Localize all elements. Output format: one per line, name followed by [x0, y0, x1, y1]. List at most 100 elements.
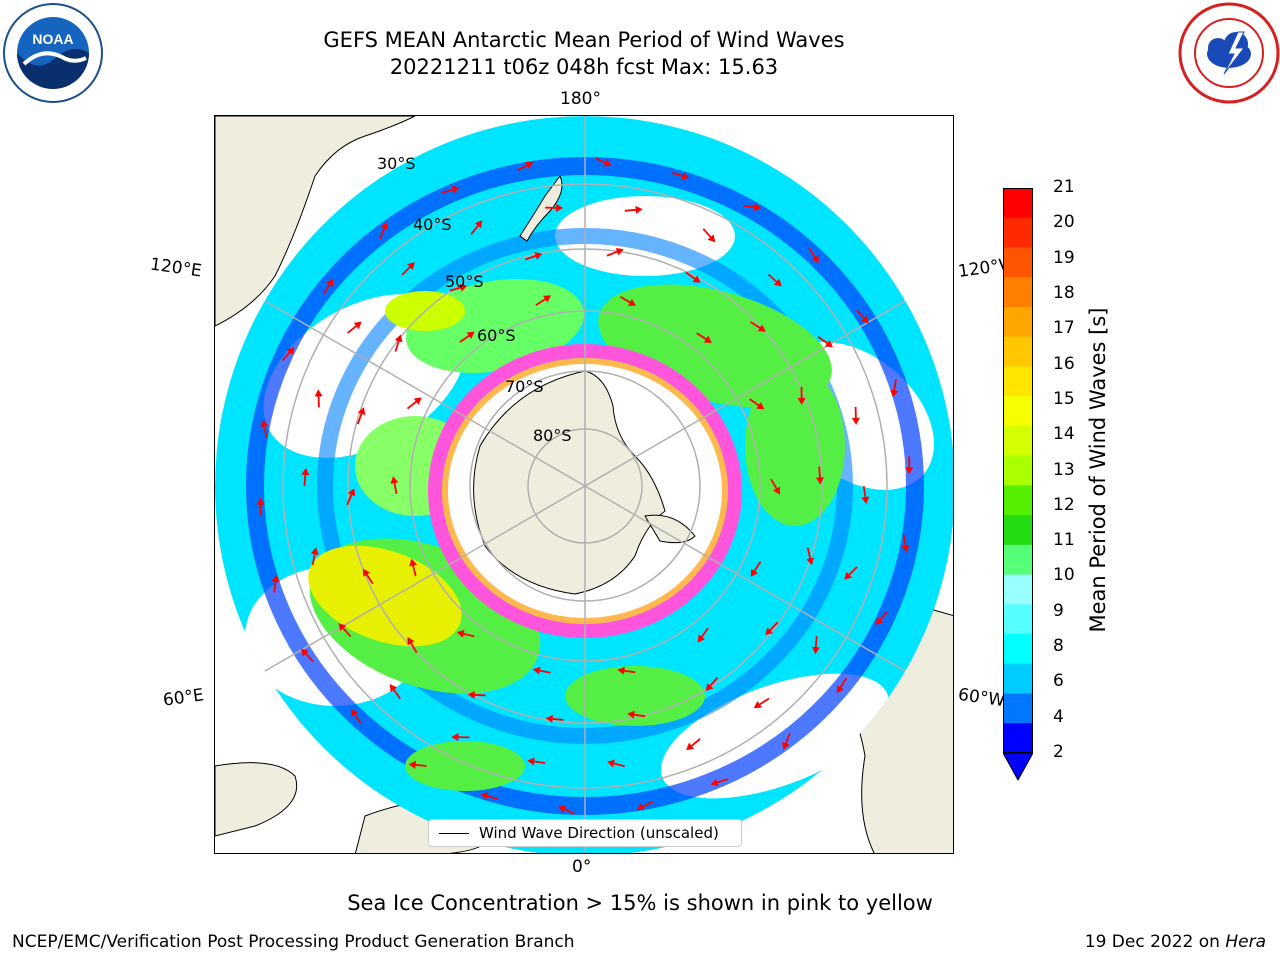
wave-direction-arrow	[406, 397, 422, 410]
wave-direction-arrow	[619, 296, 636, 306]
colorbar-tick-label: 18	[1053, 282, 1075, 303]
wave-direction-arrow	[770, 478, 780, 495]
wave-direction-arrow	[545, 203, 564, 212]
wave-direction-arrow	[301, 467, 310, 486]
wave-direction-arrow	[532, 666, 551, 675]
wave-direction-arrow	[480, 792, 499, 800]
footer-date-text: 19 Dec 2022 on	[1084, 932, 1226, 952]
colorbar-tick-label: 10	[1053, 565, 1075, 586]
africa-land	[215, 762, 297, 837]
polar-map: 30°S 40°S 50°S 60°S 70°S 80°S Wind Wave …	[214, 115, 954, 854]
footer-host: Hera	[1225, 932, 1266, 952]
wave-direction-arrow	[905, 456, 914, 475]
colorbar-segment	[1003, 336, 1033, 367]
legend-line-swatch	[439, 832, 469, 834]
wave-direction-arrow	[459, 331, 475, 343]
wave-direction-arrow	[890, 379, 899, 398]
wave-direction-arrow	[346, 488, 356, 506]
colorbar-tick-label: 16	[1053, 353, 1075, 374]
wave-direction-arrow	[338, 623, 352, 638]
colorbar-segment	[1003, 663, 1033, 695]
chart-title: GEFS MEAN Antarctic Mean Period of Wind …	[323, 28, 845, 52]
wave-direction-arrow	[901, 534, 910, 553]
wave-direction-arrow	[844, 566, 858, 580]
wave-direction-arrow	[456, 629, 475, 638]
wave-direction-arrow	[409, 558, 417, 577]
lat-label-60s: 60°S	[477, 326, 516, 345]
new-zealand-land	[519, 175, 563, 242]
lon-label-180: 180°	[560, 89, 601, 109]
colorbar-tick-label: 6	[1053, 671, 1064, 692]
wave-direction-arrow	[301, 648, 314, 663]
wave-direction-arrow	[765, 621, 779, 636]
wave-direction-arrow	[470, 220, 483, 235]
wave-direction-arrow	[806, 547, 815, 566]
wave-direction-arrow	[281, 346, 295, 362]
lat-label-50s: 50°S	[445, 272, 484, 291]
wave-direction-arrow	[451, 733, 470, 742]
colorbar-extend-arrow	[1003, 752, 1033, 782]
wave-direction-arrow	[535, 295, 552, 306]
colorbar-tick-label: 21	[1053, 177, 1075, 197]
colorbar-segment	[1003, 574, 1033, 605]
wave-direction-arrow	[685, 271, 701, 283]
wave-direction-arrow	[624, 205, 643, 214]
wave-direction-arrow	[356, 407, 366, 425]
sea-ice-note: Sea Ice Concentration > 15% is shown in …	[347, 891, 933, 915]
wave-direction-arrow	[594, 157, 612, 167]
noaa-logo-text: NOAA	[32, 31, 73, 47]
colorbar-segment	[1003, 485, 1033, 516]
colorbar-tick-label: 8	[1053, 636, 1064, 657]
wave-direction-arrow	[606, 247, 624, 257]
footer-date: 19 Dec 2022 on Hera	[1085, 932, 1266, 952]
wave-direction-arrow	[875, 610, 889, 625]
noaa-logo: NOAA	[3, 3, 103, 103]
wave-direction-arrow	[636, 800, 654, 811]
wave-direction-arrow	[351, 708, 362, 725]
colorbar-tick-label: 20	[1053, 212, 1075, 233]
wave-direction-arrow	[516, 161, 534, 171]
wave-direction-arrow	[617, 666, 636, 675]
wave-direction-arrow	[394, 334, 403, 352]
wave-direction-arrow	[347, 321, 362, 334]
wave-direction-arrow	[753, 697, 770, 709]
wave-direction-arrow	[705, 676, 719, 692]
wave-direction-arrow	[607, 759, 625, 768]
colorbar-tick-label: 15	[1053, 388, 1075, 409]
wave-direction-arrow	[856, 309, 869, 324]
colorbar-tick-label: 4	[1053, 706, 1064, 727]
wave-direction-arrow	[696, 332, 712, 343]
wave-direction-arrow	[627, 710, 646, 719]
wave-direction-arrow	[407, 637, 418, 654]
antarctica-land	[473, 370, 666, 595]
colorbar-segment	[1003, 515, 1033, 546]
wave-direction-arrow	[817, 336, 834, 348]
wave-direction-arrow	[702, 228, 716, 243]
wave-direction-arrow	[545, 714, 564, 723]
antarctic-peninsula-land	[644, 514, 696, 544]
colorbar-tick-label: 12	[1053, 494, 1075, 515]
wave-direction-arrow	[310, 547, 319, 566]
colorbar-segment	[1003, 544, 1033, 576]
wave-direction-arrow	[379, 222, 388, 240]
wave-direction-arrow	[260, 419, 269, 438]
wave-direction-arrow	[710, 778, 729, 787]
wave-direction-arrow	[811, 636, 820, 655]
wave-direction-arrow	[697, 627, 709, 643]
colorbar-segment	[1003, 723, 1033, 754]
wave-direction-arrow	[390, 476, 399, 495]
wave-direction-arrow	[686, 738, 701, 751]
wave-direction-arrow	[362, 568, 374, 585]
wave-direction-arrow	[861, 486, 870, 504]
colorbar-tick-label: 17	[1053, 318, 1075, 339]
colorbar-tick-label: 19	[1053, 247, 1075, 268]
wave-direction-arrow	[743, 203, 762, 212]
map-legend: Wind Wave Direction (unscaled)	[428, 819, 742, 847]
colorbar-segment	[1003, 277, 1033, 308]
wave-direction-arrow	[467, 690, 486, 699]
lat-label-40s: 40°S	[413, 215, 452, 234]
lon-label-60w: 60°W	[956, 684, 1007, 712]
lon-label-60e: 60°E	[161, 685, 206, 711]
wave-direction-arrow	[525, 252, 543, 261]
lat-label-70s: 70°S	[505, 377, 544, 396]
